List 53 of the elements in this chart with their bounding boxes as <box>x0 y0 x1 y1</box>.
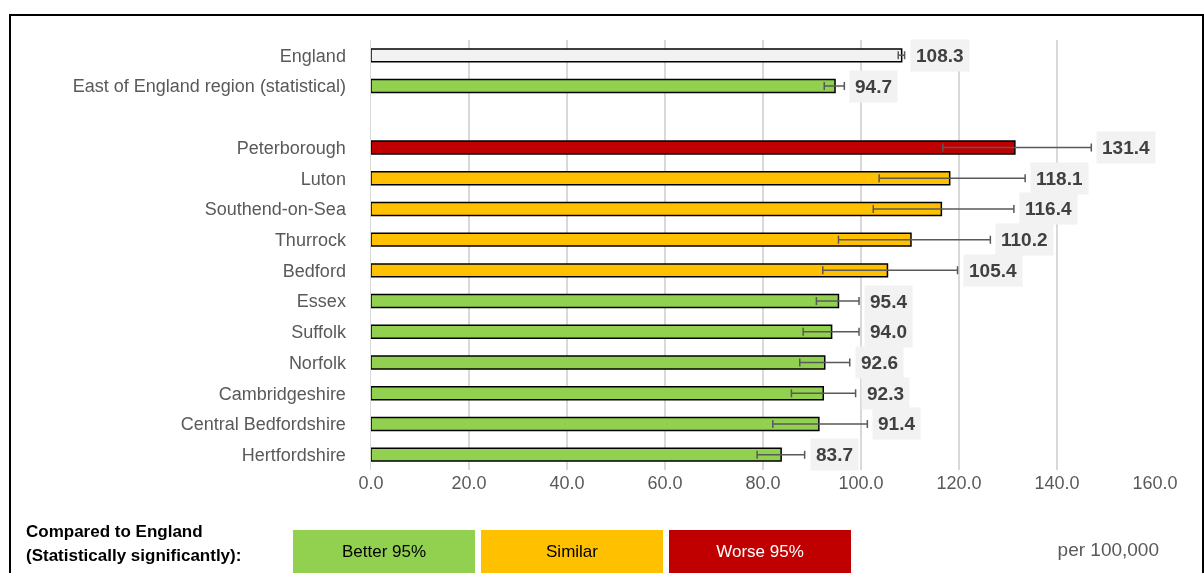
bar <box>371 48 903 63</box>
bar <box>371 140 1016 155</box>
text: 118.1 <box>1036 168 1083 189</box>
text: 83.7 <box>816 444 853 465</box>
x-tick-label: 0.0 <box>358 473 384 493</box>
y-tick-label: Peterborough <box>236 137 346 158</box>
text: 94.7 <box>855 76 892 97</box>
x-tick-label: 20.0 <box>451 473 487 493</box>
y-tick-label: Thurrock <box>274 229 347 250</box>
text: 116.4 <box>1025 198 1072 219</box>
y-tick-label: Central Bedfordshire <box>180 414 346 435</box>
bar <box>371 386 825 401</box>
text: 92.6 <box>861 352 898 373</box>
text: Worse 95% <box>669 530 851 573</box>
x-tick-label: 140.0 <box>1034 473 1080 493</box>
text: Better 95% <box>293 530 475 573</box>
text: 95.4 <box>870 291 907 312</box>
bar <box>371 355 826 370</box>
y-tick-label: England <box>279 45 346 66</box>
y-tick-label: Essex <box>296 291 346 312</box>
text: 94.0 <box>870 321 907 342</box>
text: Similar <box>481 530 663 573</box>
y-tick-label: Luton <box>300 168 346 189</box>
bar <box>371 201 943 217</box>
text: 91.4 <box>878 413 915 434</box>
x-tick-label: 100.0 <box>838 473 884 493</box>
text: 105.4 <box>969 260 1017 281</box>
x-tick-label: 160.0 <box>1132 473 1178 493</box>
y-tick-label: East of England region (statistical) <box>72 76 346 97</box>
y-tick-label: Bedford <box>282 260 346 281</box>
y-tick-label: Suffolk <box>291 322 347 343</box>
text: 131.4 <box>1102 137 1150 158</box>
y-tick-label: Cambridgeshire <box>218 383 346 404</box>
x-axis-title: per 100,000 <box>1057 539 1159 561</box>
bar <box>371 324 833 339</box>
bar <box>371 416 820 432</box>
x-tick-label: 80.0 <box>745 473 781 493</box>
y-tick-label: Hertfordshire <box>241 444 346 465</box>
bar <box>371 447 782 462</box>
bar <box>371 293 840 309</box>
bar <box>371 78 836 94</box>
legend-title: Compared to England (Statistically significantly): <box>26 521 242 567</box>
bar <box>371 232 912 247</box>
x-tick-label: 40.0 <box>549 473 585 493</box>
text: 110.2 <box>1001 229 1048 250</box>
bar <box>371 263 889 278</box>
y-tick-label: Southend-on-Sea <box>204 199 347 220</box>
y-tick-label: Norfolk <box>288 352 347 373</box>
x-tick-label: 120.0 <box>936 473 982 493</box>
bar <box>371 171 951 186</box>
x-tick-label: 60.0 <box>647 473 683 493</box>
text: 108.3 <box>916 45 964 66</box>
text: 92.3 <box>867 383 904 404</box>
